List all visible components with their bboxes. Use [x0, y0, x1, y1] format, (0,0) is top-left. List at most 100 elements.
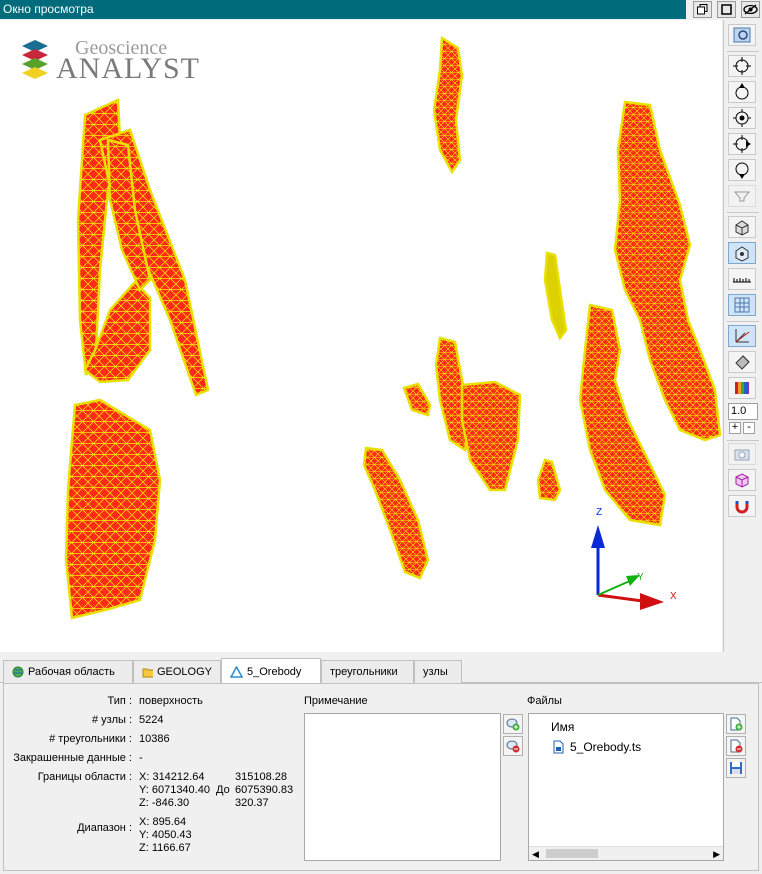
- bounds-label: Границы области :: [37, 771, 132, 783]
- remove-file-button[interactable]: [726, 736, 746, 756]
- nodes-label: # узлы :: [91, 714, 132, 726]
- view-bottom-button[interactable]: [728, 185, 756, 207]
- range-label: Диапазон :: [77, 822, 132, 834]
- scroll-right-icon[interactable]: ▶: [713, 849, 720, 859]
- remove-note-button[interactable]: [503, 736, 523, 756]
- 3d-viewport[interactable]: Z Y X Geoscience ANALYST: [0, 20, 722, 652]
- screenshot-button[interactable]: [728, 443, 756, 465]
- grid-button[interactable]: [728, 294, 756, 316]
- window-title: Окно просмотра: [0, 0, 686, 19]
- workspace-globe-icon: [12, 666, 24, 678]
- grid-icon: [734, 297, 750, 313]
- view-center-button[interactable]: [728, 107, 756, 129]
- orebody-top-center: [432, 35, 464, 175]
- compass-north-icon: [735, 83, 749, 100]
- maximize-icon: [721, 4, 732, 15]
- clipping-button[interactable]: [728, 469, 756, 491]
- geoscience-analyst-logo: Geoscience ANALYST: [20, 37, 200, 85]
- triangles-value: 10386: [139, 733, 170, 745]
- files-horizontal-scrollbar[interactable]: ◀ ▶: [529, 846, 723, 860]
- notes-textarea[interactable]: [304, 713, 501, 861]
- visibility-toggle-button[interactable]: [741, 1, 760, 18]
- orebody-mid-c: [362, 446, 430, 580]
- compass-south-icon: [735, 162, 749, 179]
- orebody-right-lower: [578, 303, 667, 527]
- maximize-window-button[interactable]: [717, 1, 736, 18]
- range-y: Y: 4050.43: [139, 829, 192, 841]
- tab-bar: Рабочая область GEOLOGY 5_Orebody треуго…: [0, 658, 762, 684]
- compass-east-icon: [733, 135, 751, 153]
- axes-button[interactable]: [728, 325, 756, 347]
- triangles-label: # треугольники :: [49, 733, 132, 745]
- bounds-y-min: Y: 6071340.40: [139, 784, 210, 796]
- lighting-button[interactable]: [728, 351, 756, 373]
- bounds-z-max: 320.37: [235, 797, 269, 809]
- scroll-left-icon[interactable]: ◀: [532, 849, 539, 859]
- bounds-z-min: Z: -846.30: [139, 797, 190, 809]
- eye-icon: [743, 4, 758, 15]
- tab-nodes[interactable]: узлы: [414, 660, 462, 683]
- shaded-data-label: Закрашенные данные :: [13, 752, 132, 764]
- bounding-box-button[interactable]: [728, 242, 756, 264]
- orebody-left-upper-c: [83, 280, 152, 384]
- view-north-button[interactable]: [728, 81, 756, 103]
- perspective-button[interactable]: [728, 216, 756, 238]
- file-name: 5_Orebody.ts: [570, 740, 642, 754]
- bounds-x-max: 315108.28: [235, 771, 287, 783]
- range-z: Z: 1166.67: [139, 842, 191, 854]
- target-icon: [733, 109, 751, 127]
- color-scale-icon: [735, 382, 749, 394]
- view-south-button[interactable]: [728, 159, 756, 181]
- zoom-value-input[interactable]: 1.0: [728, 403, 758, 420]
- logo-line2: ANALYST: [56, 52, 200, 85]
- color-scale-button[interactable]: [728, 377, 756, 399]
- bounds-to-label: До: [216, 784, 230, 796]
- cube-icon: [735, 220, 749, 236]
- nodes-value: 5224: [139, 714, 164, 726]
- snap-button[interactable]: [728, 495, 756, 517]
- orebody-right-large: [613, 100, 722, 442]
- orebody-scene: Z Y X: [64, 35, 722, 620]
- axis-z-label: Z: [596, 507, 602, 518]
- save-file-button[interactable]: [726, 758, 746, 778]
- scale-bar-button[interactable]: [728, 268, 756, 290]
- tab-label: 5_Orebody: [247, 665, 302, 678]
- logo-line1: Geoscience: [75, 37, 168, 59]
- zoom-plus-button[interactable]: +: [729, 422, 741, 434]
- restore-icon: [697, 4, 708, 15]
- orebody-left-upper-d: [106, 138, 152, 293]
- restore-window-button[interactable]: [693, 1, 712, 18]
- bounds-x-min: X: 314212.64: [139, 771, 205, 783]
- remove-note-icon: [506, 740, 520, 753]
- zoom-minus-button[interactable]: -: [743, 422, 755, 434]
- triangle-icon: [230, 665, 243, 678]
- bounding-box-icon: [735, 246, 749, 262]
- tab-geology[interactable]: GEOLOGY: [133, 660, 221, 683]
- view-east-button[interactable]: [728, 133, 756, 155]
- ruler-icon: [733, 278, 751, 283]
- camera-icon: [734, 449, 750, 461]
- properties-panel: Тип : поверхность # узлы : 5224 # треуго…: [3, 683, 759, 871]
- add-note-button[interactable]: [503, 714, 523, 734]
- files-list[interactable]: Имя 5_Orebody.ts ◀ ▶: [528, 713, 724, 861]
- tab-5-orebody[interactable]: 5_Orebody: [221, 658, 321, 684]
- add-file-button[interactable]: [726, 714, 746, 734]
- file-item[interactable]: 5_Orebody.ts: [553, 740, 641, 754]
- range-x: X: 895.64: [139, 816, 187, 828]
- orebody-mid-b: [460, 380, 522, 492]
- scroll-thumb[interactable]: [546, 849, 598, 858]
- orebody-small-c: [543, 251, 568, 341]
- save-icon: [730, 762, 742, 774]
- tab-triangles[interactable]: треугольники: [321, 660, 414, 683]
- funnel-icon: [733, 191, 751, 202]
- view-top-button[interactable]: [728, 55, 756, 77]
- type-value: поверхность: [139, 695, 203, 707]
- orebody-small-a: [402, 382, 432, 417]
- logo-layers-icon: [22, 40, 48, 79]
- compass-icon: [733, 57, 751, 75]
- tab-workspace[interactable]: Рабочая область: [3, 660, 133, 683]
- add-file-icon: [730, 717, 743, 731]
- remove-file-icon: [730, 739, 743, 753]
- zoom-extents-button[interactable]: [728, 24, 756, 46]
- files-header: Файлы: [527, 695, 562, 707]
